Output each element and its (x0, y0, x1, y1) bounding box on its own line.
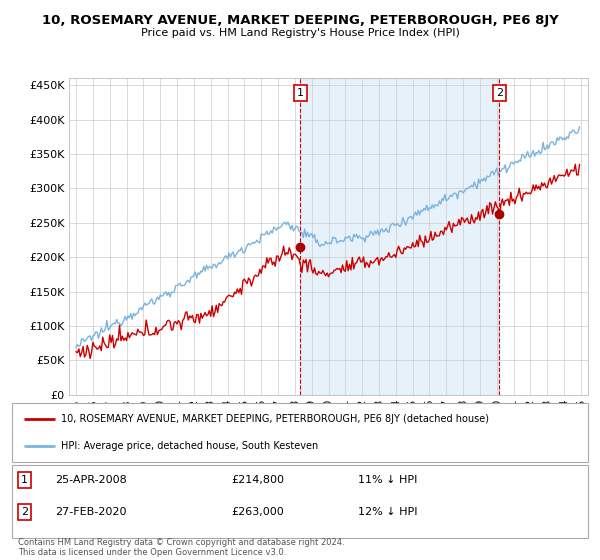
Text: 27-FEB-2020: 27-FEB-2020 (55, 507, 127, 517)
FancyBboxPatch shape (12, 403, 588, 462)
Text: £214,800: £214,800 (231, 475, 284, 485)
Text: Contains HM Land Registry data © Crown copyright and database right 2024.
This d: Contains HM Land Registry data © Crown c… (18, 538, 344, 557)
Text: 12% ↓ HPI: 12% ↓ HPI (358, 507, 417, 517)
Text: £263,000: £263,000 (231, 507, 284, 517)
Text: 11% ↓ HPI: 11% ↓ HPI (358, 475, 417, 485)
Text: 2: 2 (496, 88, 503, 98)
Text: 10, ROSEMARY AVENUE, MARKET DEEPING, PETERBOROUGH, PE6 8JY (detached house): 10, ROSEMARY AVENUE, MARKET DEEPING, PET… (61, 414, 489, 424)
Text: 2: 2 (21, 507, 28, 517)
Text: 1: 1 (21, 475, 28, 485)
Text: 25-APR-2008: 25-APR-2008 (55, 475, 127, 485)
Text: HPI: Average price, detached house, South Kesteven: HPI: Average price, detached house, Sout… (61, 441, 318, 451)
Text: Price paid vs. HM Land Registry's House Price Index (HPI): Price paid vs. HM Land Registry's House … (140, 28, 460, 38)
Text: 1: 1 (297, 88, 304, 98)
Bar (300, 78, 499, 395)
Text: 10, ROSEMARY AVENUE, MARKET DEEPING, PETERBOROUGH, PE6 8JY: 10, ROSEMARY AVENUE, MARKET DEEPING, PET… (41, 14, 559, 27)
FancyBboxPatch shape (12, 465, 588, 538)
